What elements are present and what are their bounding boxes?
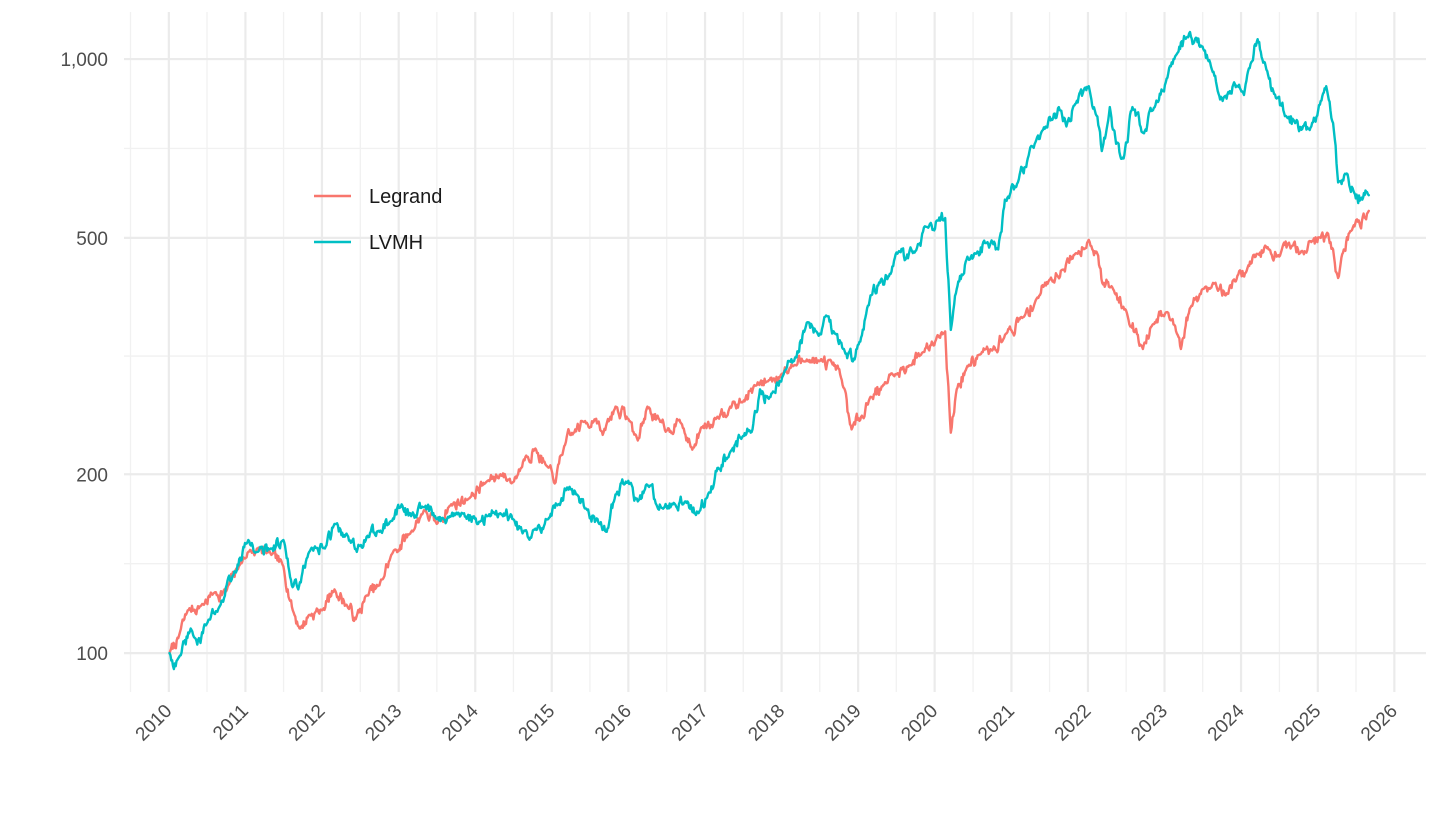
y-tick-label: 500 [76, 229, 108, 250]
x-tick-label: 2011 [209, 701, 253, 745]
major-gridlines [124, 12, 1426, 692]
x-tick-label: 2020 [897, 701, 942, 746]
x-tick-label: 2019 [821, 701, 866, 746]
x-tick-label: 2018 [744, 701, 789, 746]
minor-gridlines [124, 12, 1426, 692]
legend-label: Legrand [369, 186, 442, 208]
x-tick-label: 2024 [1204, 700, 1249, 745]
x-tick-label: 2026 [1357, 701, 1402, 746]
x-tick-label: 2023 [1127, 701, 1172, 746]
x-tick-label: 2012 [285, 701, 330, 746]
x-tick-label: 2016 [591, 701, 636, 746]
x-tick-label: 2014 [438, 700, 483, 745]
x-tick-label: 2010 [132, 701, 177, 746]
y-tick-label: 1,000 [60, 50, 108, 71]
x-tick-label: 2013 [361, 701, 406, 746]
x-tick-label: 2017 [668, 701, 713, 746]
x-axis-ticks: 2010 2011 2012 2013 2014 2015 2016 2017 2018 2019… [132, 700, 1402, 745]
series-line-legrand [168, 209, 1370, 655]
x-tick-label: 2015 [515, 701, 560, 746]
x-tick-label: 2022 [1051, 701, 1096, 746]
x-tick-label: 2025 [1281, 701, 1326, 746]
legend-label: LVMH [369, 232, 423, 254]
y-axis-ticks: 100 200 500 1,000 [60, 50, 108, 665]
series-lines [168, 30, 1370, 671]
series-line-lvmh [168, 30, 1370, 671]
y-tick-label: 200 [76, 465, 108, 486]
y-tick-label: 100 [76, 644, 108, 665]
x-tick-label: 2021 [974, 701, 1019, 746]
legend: Legrand LVMH [314, 186, 442, 254]
